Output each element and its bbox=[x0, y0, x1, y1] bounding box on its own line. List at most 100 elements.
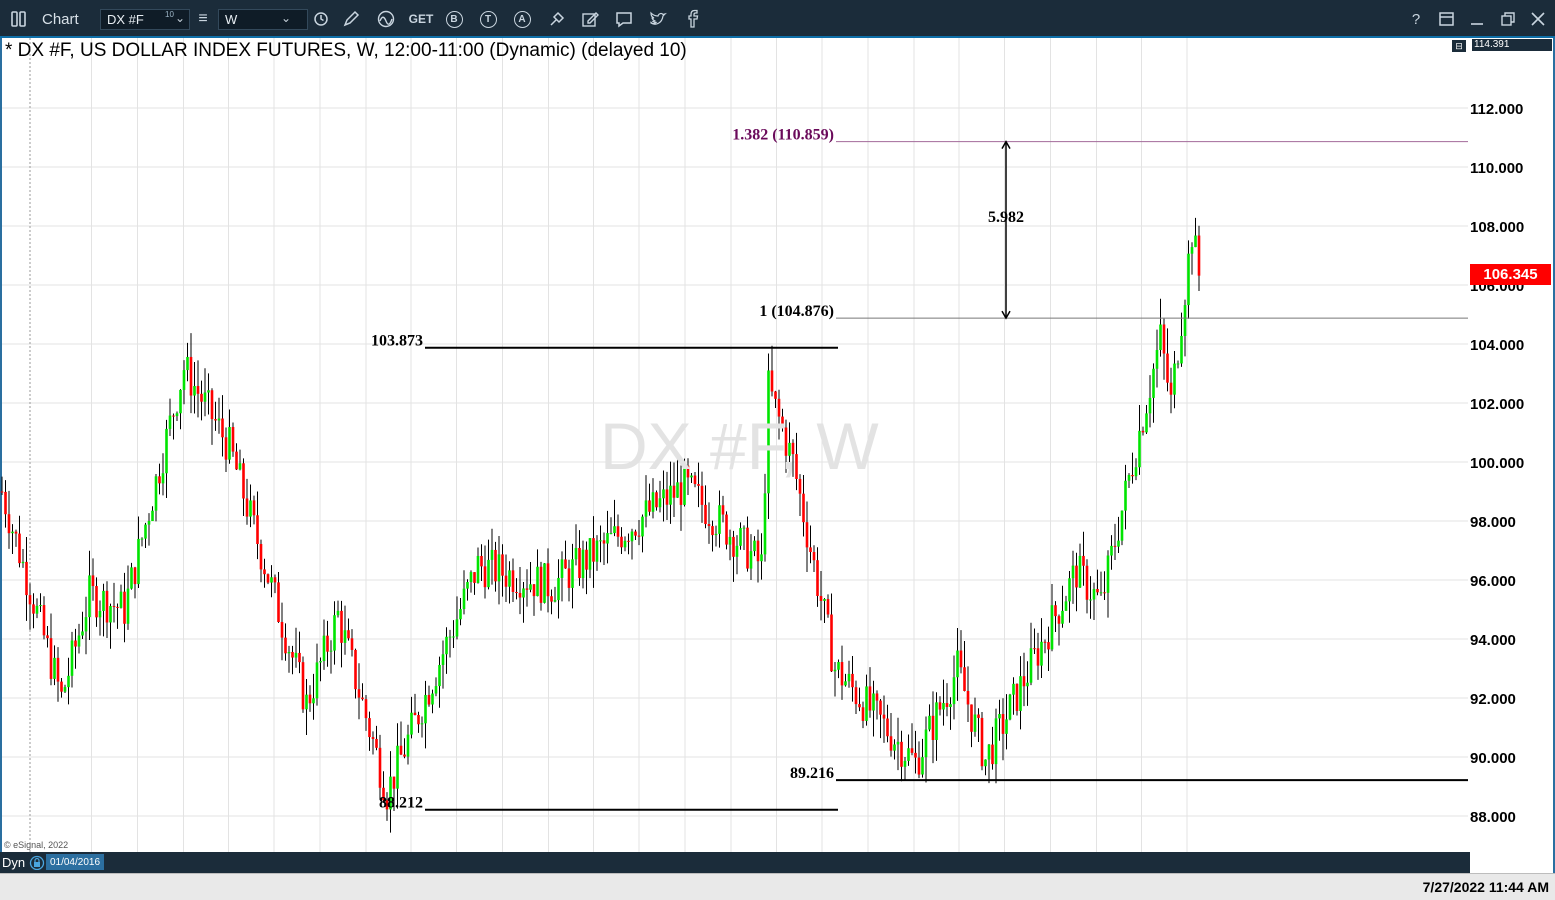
link-icon[interactable] bbox=[546, 8, 568, 30]
candle-body bbox=[1033, 648, 1036, 650]
candle-body bbox=[686, 465, 690, 478]
b-button[interactable]: B bbox=[443, 8, 465, 30]
candle-body bbox=[1194, 235, 1197, 248]
price-chart[interactable]: 103.873 88.212 89.216 1 (104.876) 1.382 (110… bbox=[0, 38, 1555, 873]
candle-body bbox=[4, 491, 7, 515]
page-icon[interactable] bbox=[1436, 8, 1458, 30]
candle-body bbox=[70, 640, 74, 676]
candle-body bbox=[760, 554, 763, 562]
candle-body bbox=[742, 527, 746, 529]
candle-body bbox=[1120, 510, 1124, 541]
chart-frame bbox=[0, 38, 1555, 873]
candle-body bbox=[725, 514, 728, 545]
help-button[interactable]: ? bbox=[1411, 10, 1421, 28]
candle-body bbox=[203, 392, 207, 402]
chart-app-icon[interactable] bbox=[8, 8, 30, 30]
candle-body bbox=[42, 605, 46, 636]
candle-body bbox=[795, 454, 798, 479]
lock-icon[interactable] bbox=[29, 854, 45, 871]
candle-body bbox=[431, 693, 434, 705]
candle-body bbox=[781, 416, 784, 428]
twitter-icon[interactable] bbox=[647, 8, 669, 30]
edit-icon[interactable] bbox=[579, 8, 601, 30]
t-button[interactable]: T bbox=[477, 8, 499, 30]
candle-body bbox=[74, 640, 77, 647]
candle-body bbox=[179, 389, 182, 414]
candle-body bbox=[606, 533, 609, 544]
low-2021-label: 89.216 bbox=[790, 765, 834, 782]
candle-body bbox=[427, 694, 431, 705]
candle-body bbox=[105, 590, 109, 623]
chevron-down-icon[interactable]: ⌄ bbox=[280, 11, 291, 25]
dynamic-label[interactable]: Dyn bbox=[2, 855, 26, 870]
candle-body bbox=[245, 498, 249, 517]
start-date-field[interactable]: 01/04/2016 bbox=[46, 854, 104, 870]
menu-icon[interactable]: ≡ bbox=[198, 10, 208, 27]
restore-icon[interactable] bbox=[1497, 8, 1519, 30]
candle-body bbox=[921, 757, 924, 775]
candle-body bbox=[378, 747, 382, 788]
candle-body bbox=[910, 748, 914, 753]
candle-body bbox=[669, 485, 672, 505]
interval-select[interactable]: W ⌄ bbox=[218, 9, 308, 30]
candle-body bbox=[392, 776, 396, 789]
candle-body bbox=[564, 559, 567, 569]
facebook-icon[interactable] bbox=[682, 8, 704, 30]
get-button[interactable]: GET bbox=[408, 12, 434, 26]
candle-body bbox=[1127, 474, 1131, 481]
candle-body bbox=[1197, 235, 1201, 276]
candle-body bbox=[480, 555, 483, 567]
candle-body bbox=[1001, 714, 1005, 734]
candle-body bbox=[1040, 641, 1043, 666]
scale-toggle-button[interactable]: ⊟ bbox=[1452, 40, 1466, 52]
candle-body bbox=[0, 491, 4, 493]
chevron-down-icon[interactable]: ⌄ bbox=[174, 11, 185, 25]
candle-body bbox=[298, 652, 301, 663]
study-icon[interactable] bbox=[375, 8, 397, 30]
candle-body bbox=[1162, 324, 1166, 354]
candle-body bbox=[683, 465, 686, 505]
candle-body bbox=[1005, 719, 1008, 734]
candle-body bbox=[749, 551, 753, 569]
candle-body bbox=[459, 609, 462, 620]
candle-body bbox=[154, 476, 158, 511]
candle-body bbox=[119, 591, 123, 608]
candle-body bbox=[788, 442, 791, 456]
candle-body bbox=[812, 552, 816, 561]
fib-100-label: 1 (104.876) bbox=[759, 303, 834, 320]
close-icon[interactable] bbox=[1527, 8, 1549, 30]
candle-body bbox=[994, 718, 998, 765]
scale-top-value: 114.391 bbox=[1472, 39, 1552, 51]
clock-icon[interactable] bbox=[310, 8, 332, 30]
candle-body bbox=[907, 748, 910, 761]
candle-body bbox=[1148, 397, 1152, 414]
a-button[interactable]: A bbox=[511, 8, 533, 30]
x-axis-bar[interactable] bbox=[0, 852, 1470, 873]
candle-body bbox=[585, 549, 588, 570]
candle-body bbox=[1075, 565, 1078, 588]
last-price-marker: 106.345 bbox=[1470, 264, 1551, 285]
candle-body bbox=[889, 736, 893, 751]
candle-body bbox=[662, 489, 665, 499]
candle-body bbox=[130, 567, 133, 589]
candle-body bbox=[112, 606, 116, 608]
candle-body bbox=[1089, 599, 1092, 601]
candle-body bbox=[438, 664, 441, 687]
minimize-icon[interactable] bbox=[1466, 8, 1488, 30]
candle-body bbox=[515, 591, 518, 593]
candle-body bbox=[854, 687, 858, 705]
candle-body bbox=[385, 800, 389, 810]
candle-body bbox=[770, 370, 774, 392]
candle-body bbox=[732, 536, 735, 557]
candle-body bbox=[256, 515, 259, 544]
candle-body bbox=[791, 442, 795, 455]
candle-body bbox=[137, 538, 140, 585]
candle-body bbox=[858, 704, 861, 708]
candle-body bbox=[1071, 565, 1075, 579]
candle-body bbox=[980, 717, 984, 767]
comment-icon[interactable] bbox=[613, 8, 635, 30]
pencil-icon[interactable] bbox=[340, 8, 362, 30]
symbol-input[interactable]: DX #F 10 ⌄ bbox=[100, 9, 190, 30]
candle-body bbox=[1180, 335, 1183, 364]
candle-body bbox=[613, 526, 616, 534]
